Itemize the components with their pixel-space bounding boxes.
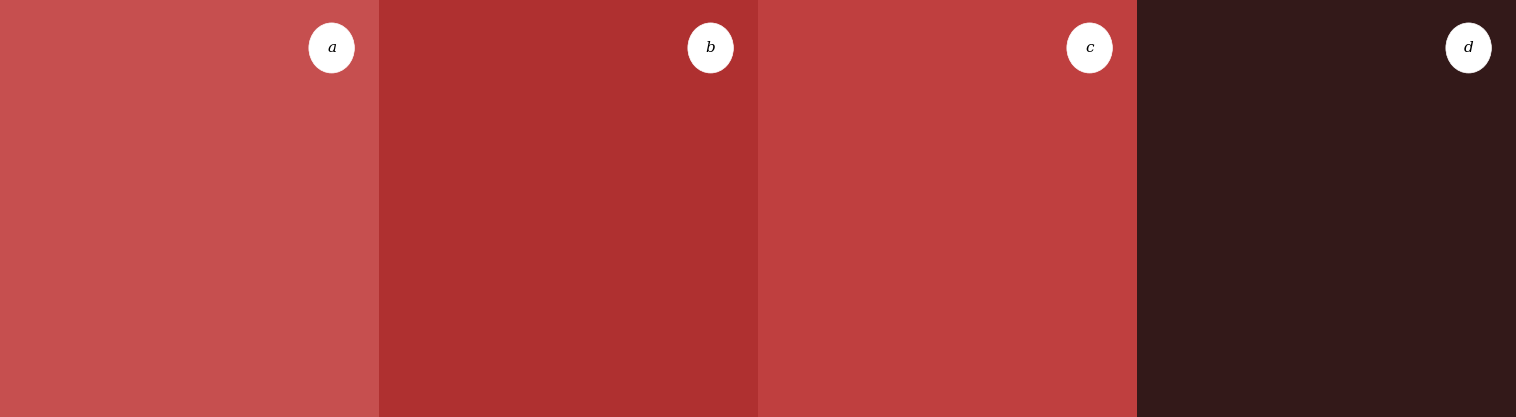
Circle shape bbox=[688, 23, 734, 73]
Text: d: d bbox=[1464, 41, 1474, 55]
Text: b: b bbox=[706, 41, 716, 55]
Text: a: a bbox=[327, 41, 337, 55]
Circle shape bbox=[1067, 23, 1113, 73]
Text: c: c bbox=[1085, 41, 1095, 55]
Circle shape bbox=[1446, 23, 1492, 73]
Circle shape bbox=[309, 23, 355, 73]
